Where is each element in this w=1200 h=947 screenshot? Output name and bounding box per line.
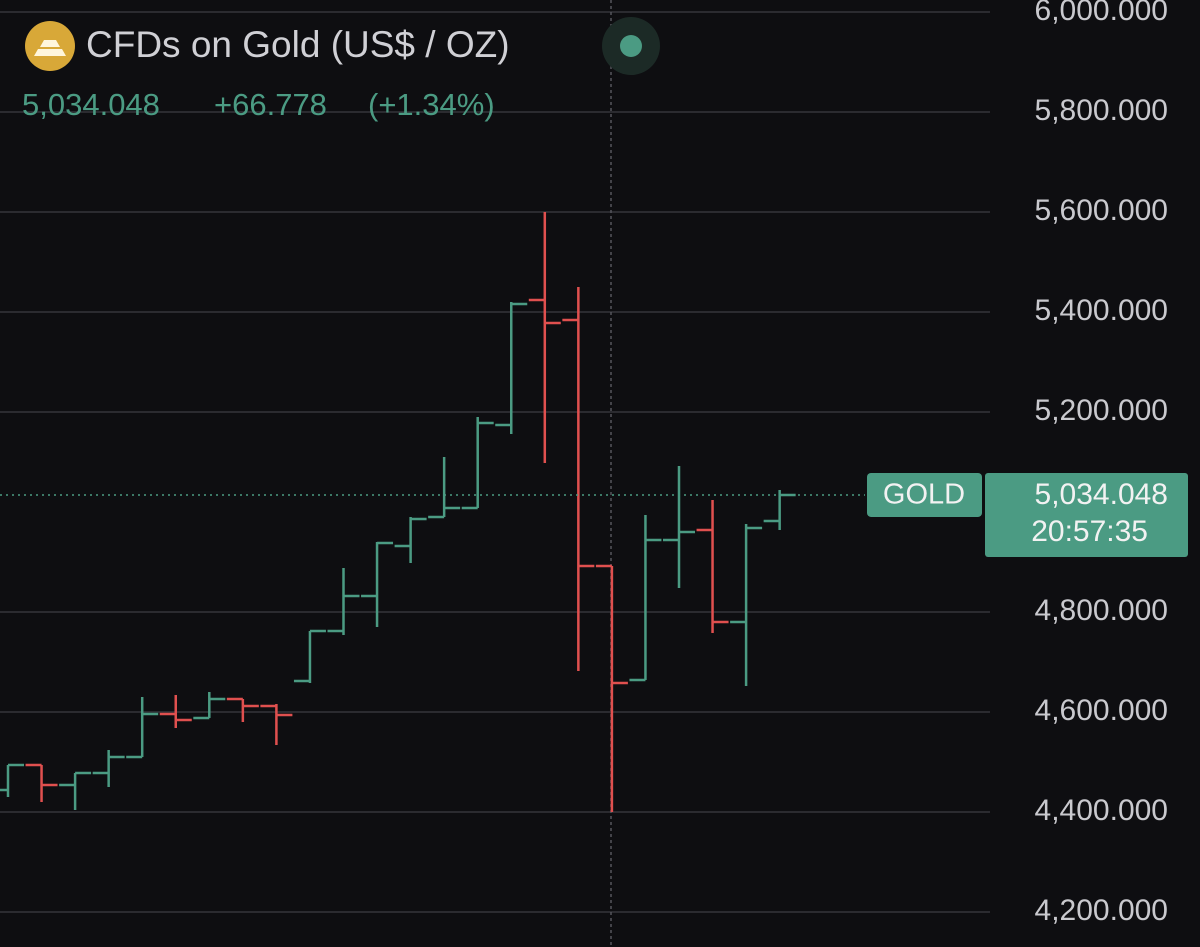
y-tick-label: 4,200.000 <box>1035 894 1168 927</box>
y-tick-label: 4,800.000 <box>1035 594 1168 627</box>
y-tick-label: 4,400.000 <box>1035 794 1168 827</box>
status-dot <box>620 35 642 57</box>
y-tick-label: 6,000.000 <box>1035 0 1168 27</box>
y-tick-label: 5,200.000 <box>1035 394 1168 427</box>
change: +66.778 <box>214 87 327 122</box>
price-badge-value: 5,034.048 <box>1035 478 1168 511</box>
countdown: 20:57:35 <box>1031 515 1148 548</box>
bars <box>0 212 865 812</box>
grid: 4,200.000 4,400.000 4,600.000 4,800.000 5,20… <box>0 0 1168 927</box>
price-badge-box <box>985 472 1188 557</box>
symbol-badge <box>867 472 982 517</box>
price-badge: GOLD 5,034.048 20:57:35 <box>867 472 1188 557</box>
change-percent: (+1.34%) <box>368 87 495 122</box>
gold-bars-glyph <box>34 40 66 56</box>
y-tick-label: 4,600.000 <box>1035 694 1168 727</box>
y-tick-label: 5,400.000 <box>1035 294 1168 327</box>
y-tick-label: 5,800.000 <box>1035 94 1168 127</box>
chart-title: CFDs on Gold (US$ / OZ) <box>86 24 510 65</box>
y-tick-label: 5,600.000 <box>1035 194 1168 227</box>
symbol-label: GOLD <box>883 479 965 511</box>
last-price: 5,034.048 <box>22 87 160 122</box>
